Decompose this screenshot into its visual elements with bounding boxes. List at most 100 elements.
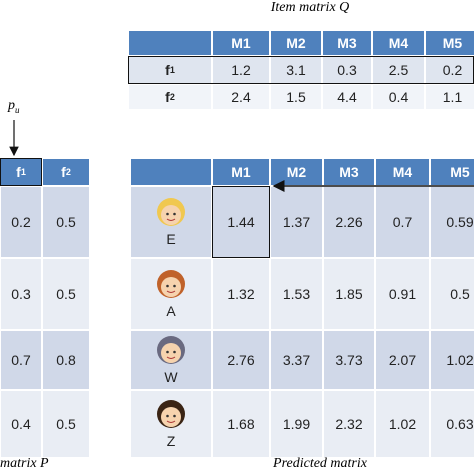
value: 0.5 (450, 286, 470, 302)
value: 1.85 (335, 286, 363, 302)
value-cell: 1.37 (270, 186, 323, 258)
value: 0.5 (56, 214, 76, 230)
label-subscript: 2 (169, 92, 175, 102)
value: 1.5 (286, 89, 306, 105)
value: 2.32 (335, 416, 363, 432)
label-subscript: 2 (65, 167, 71, 177)
header-cell (130, 158, 212, 186)
label-base: f (61, 164, 66, 180)
value-cell: 0.59 (430, 186, 474, 258)
value-cell: 2.26 (323, 186, 375, 258)
caption: Predicted matrix (273, 456, 367, 472)
header-cell: M1 (212, 30, 270, 56)
value-cell: 0.4 (372, 84, 425, 110)
value: 1.32 (227, 286, 255, 302)
caption-text: matrix P (0, 456, 49, 471)
avatar (157, 336, 185, 364)
user-cell: Z (130, 390, 212, 458)
value: 1.02 (388, 416, 417, 432)
label-base: f (165, 62, 170, 78)
value: 1.53 (282, 286, 311, 302)
value-cell: 1.32 (212, 258, 270, 330)
value-cell: 0.5 (42, 186, 90, 258)
column-label: M4 (388, 35, 409, 51)
value: 0.7 (392, 214, 413, 230)
value: 0.5 (56, 286, 76, 302)
value: 0.8 (56, 352, 76, 368)
value: 2.26 (335, 214, 363, 230)
value: 0.3 (337, 62, 357, 78)
value-cell: 2.32 (323, 390, 375, 458)
label-base: f (165, 89, 170, 105)
column-label: M2 (286, 164, 307, 180)
header-cell: M4 (372, 30, 425, 56)
value: 2.4 (231, 89, 251, 105)
value: 1.99 (282, 416, 311, 432)
value-cell: 0.63 (430, 390, 474, 458)
column-label: M5 (442, 35, 463, 51)
value-cell: 0.3 (0, 258, 42, 330)
value-cell: 0.2 (0, 186, 42, 258)
pointer-label: pu (8, 98, 38, 118)
value-cell: 1.53 (270, 258, 323, 330)
value: 0.2 (442, 62, 463, 78)
column-label: M3 (337, 35, 357, 51)
highlight-box (212, 186, 270, 258)
value-cell: 0.5 (42, 258, 90, 330)
avatar (157, 270, 185, 298)
user-label: W (164, 369, 178, 385)
header-cell: M2 (270, 30, 322, 56)
value: 1.1 (442, 89, 463, 105)
value: 3.1 (286, 62, 306, 78)
caption-text: Item matrix Q (270, 0, 350, 15)
header-cell: M1 (212, 158, 270, 186)
value: 1.68 (227, 416, 255, 432)
label-subscript: 1 (169, 65, 175, 75)
caption-text: Predicted matrix (273, 456, 367, 471)
value-cell: 1.02 (430, 330, 474, 390)
value: 1.37 (282, 214, 311, 230)
value-cell: 0.5 (42, 390, 90, 458)
value: 2.76 (227, 352, 255, 368)
value: 4.4 (337, 89, 357, 105)
column-label: M4 (392, 164, 413, 180)
value: 1.44 (227, 214, 255, 230)
value: 0.63 (446, 416, 474, 432)
value: 3.37 (282, 352, 311, 368)
value-cell: 1.1 (425, 84, 474, 110)
value-cell: 3.1 (270, 56, 322, 84)
column-label: M1 (231, 164, 251, 180)
avatar (157, 400, 185, 428)
label-base: p (8, 98, 15, 113)
value: 0.4 (388, 89, 409, 105)
value-cell: 1.68 (212, 390, 270, 458)
value-cell: 0.3 (322, 56, 372, 84)
value-cell: 0.7 (0, 330, 42, 390)
value-cell: 1.02 (375, 390, 430, 458)
value: 2.5 (388, 62, 409, 78)
label-subscript: 1 (20, 167, 26, 177)
header-cell: M5 (430, 158, 474, 186)
column-label: M5 (450, 164, 470, 180)
header-cell (128, 30, 212, 56)
highlight-box (0, 158, 42, 186)
value-cell: 0.5 (430, 258, 474, 330)
column-label: M1 (231, 35, 251, 51)
value-cell: 3.37 (270, 330, 323, 390)
value: 0.5 (56, 416, 76, 432)
value-cell: 1.5 (270, 84, 322, 110)
caption: matrix P (0, 456, 49, 472)
value: 2.07 (388, 352, 417, 368)
value-cell: 3.73 (323, 330, 375, 390)
user-cell: A (130, 258, 212, 330)
value: 0.59 (446, 214, 474, 230)
user-cell: E (130, 186, 212, 258)
value: 1.2 (231, 62, 251, 78)
caption: Item matrix Q (271, 0, 350, 16)
user-label: A (166, 303, 176, 319)
header-cell: M3 (322, 30, 372, 56)
header-cell: M4 (375, 158, 430, 186)
